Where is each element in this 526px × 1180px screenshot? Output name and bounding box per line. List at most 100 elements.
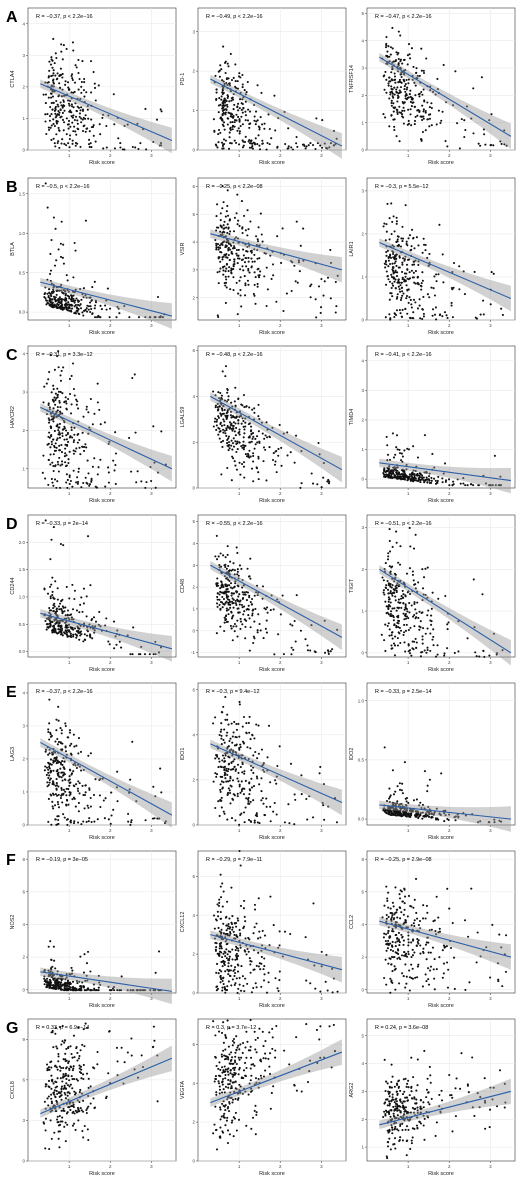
scatter-point xyxy=(53,429,56,433)
scatter-point xyxy=(52,945,55,948)
scatter-point xyxy=(482,299,485,302)
scatter-point xyxy=(415,646,418,649)
scatter-point xyxy=(220,394,223,397)
scatter-point xyxy=(250,139,253,142)
scatter-point xyxy=(300,482,303,485)
scatter-point xyxy=(50,238,53,242)
scatter-point xyxy=(239,617,242,620)
scatter-point xyxy=(217,133,220,136)
scatter-point xyxy=(93,82,96,85)
scatter-point xyxy=(255,120,258,123)
scatter-point xyxy=(88,788,91,791)
scatter-point xyxy=(71,121,74,124)
scatter-point xyxy=(68,614,72,617)
scatter-point xyxy=(306,649,310,652)
scatter-point xyxy=(77,480,80,483)
scatter-point xyxy=(436,77,439,80)
scatter-point xyxy=(419,317,422,320)
scatter-point xyxy=(229,777,232,780)
scatter-point xyxy=(428,479,431,482)
scatter-point xyxy=(143,653,147,656)
scatter-point xyxy=(112,93,115,96)
scatter-point xyxy=(290,289,293,293)
scatter-point xyxy=(405,800,408,803)
scatter-point xyxy=(278,423,281,427)
scatter-point xyxy=(93,307,96,310)
scatter-point xyxy=(228,219,231,222)
scatter-point xyxy=(265,619,268,622)
scatter-point xyxy=(390,104,393,107)
scatter-point xyxy=(232,768,235,771)
scatter-point xyxy=(57,298,60,301)
scatter-point xyxy=(123,124,126,127)
scatter-point xyxy=(47,458,50,462)
scatter-point xyxy=(60,460,64,463)
scatter-point xyxy=(224,695,227,699)
scatter-point xyxy=(231,98,235,101)
scatter-point xyxy=(250,769,253,772)
scatter-point xyxy=(393,75,397,78)
scatter-point xyxy=(390,99,393,102)
scatter-point xyxy=(254,437,257,440)
scatter-point xyxy=(295,594,298,597)
scatter-point xyxy=(64,299,67,302)
scatter-point xyxy=(234,440,237,443)
scatter-point xyxy=(257,403,260,406)
scatter-point xyxy=(56,772,59,775)
scatter-point xyxy=(212,722,215,725)
scatter-point xyxy=(385,283,388,286)
scatter-point xyxy=(393,257,396,260)
scatter-point xyxy=(83,953,86,956)
scatter-point xyxy=(219,730,222,733)
scatter-point xyxy=(393,128,396,132)
scatter-point xyxy=(249,455,252,458)
scatter-point xyxy=(384,260,387,264)
scatter-point xyxy=(223,728,226,731)
scatter-point xyxy=(229,121,232,124)
scatter-point xyxy=(62,262,65,265)
scatter-point xyxy=(266,756,269,759)
scatter-point xyxy=(133,373,136,376)
scatter-point xyxy=(64,778,67,781)
scatter-point xyxy=(394,260,397,263)
scatter-point xyxy=(46,626,49,629)
scatter-point xyxy=(299,629,303,632)
scatter-point xyxy=(410,474,413,477)
scatter-point xyxy=(234,80,237,83)
scatter-point xyxy=(389,93,392,96)
scatter-point xyxy=(230,78,234,82)
scatter-point xyxy=(117,307,120,310)
scatter-point xyxy=(409,479,412,482)
y-axis-label: LGALS9 xyxy=(180,407,186,428)
correlation-annotation: R = −0.31, p = 3.3e−12 xyxy=(36,352,93,358)
scatter-point xyxy=(240,422,243,425)
y-tick-label: 1 xyxy=(361,275,364,280)
scatter-point xyxy=(57,806,61,809)
scatter-point xyxy=(49,731,52,734)
scatter-point xyxy=(67,88,70,91)
y-tick-label: 6 xyxy=(192,184,195,189)
scatter-point xyxy=(61,58,64,61)
scatter-point xyxy=(390,71,393,74)
scatter-point xyxy=(258,276,261,279)
scatter-point xyxy=(227,595,230,598)
scatter-point xyxy=(48,119,51,122)
scatter-point xyxy=(247,818,251,822)
scatter-point xyxy=(396,785,399,788)
scatter-point xyxy=(420,651,423,654)
scatter-point xyxy=(315,117,318,120)
scatter-point xyxy=(113,469,116,472)
scatter-point xyxy=(294,640,297,643)
scatter-point xyxy=(43,385,46,388)
scatter-point xyxy=(410,604,413,607)
scatter-point xyxy=(394,635,397,638)
scatter-point xyxy=(460,118,463,121)
scatter-point xyxy=(426,646,429,649)
scatter-point xyxy=(248,271,251,274)
scatter-point xyxy=(272,810,275,813)
scatter-point xyxy=(241,725,244,728)
panel-letter-g: G xyxy=(6,1020,18,1037)
scatter-point xyxy=(417,581,420,584)
scatter-point xyxy=(412,236,415,239)
scatter-point xyxy=(69,479,72,483)
